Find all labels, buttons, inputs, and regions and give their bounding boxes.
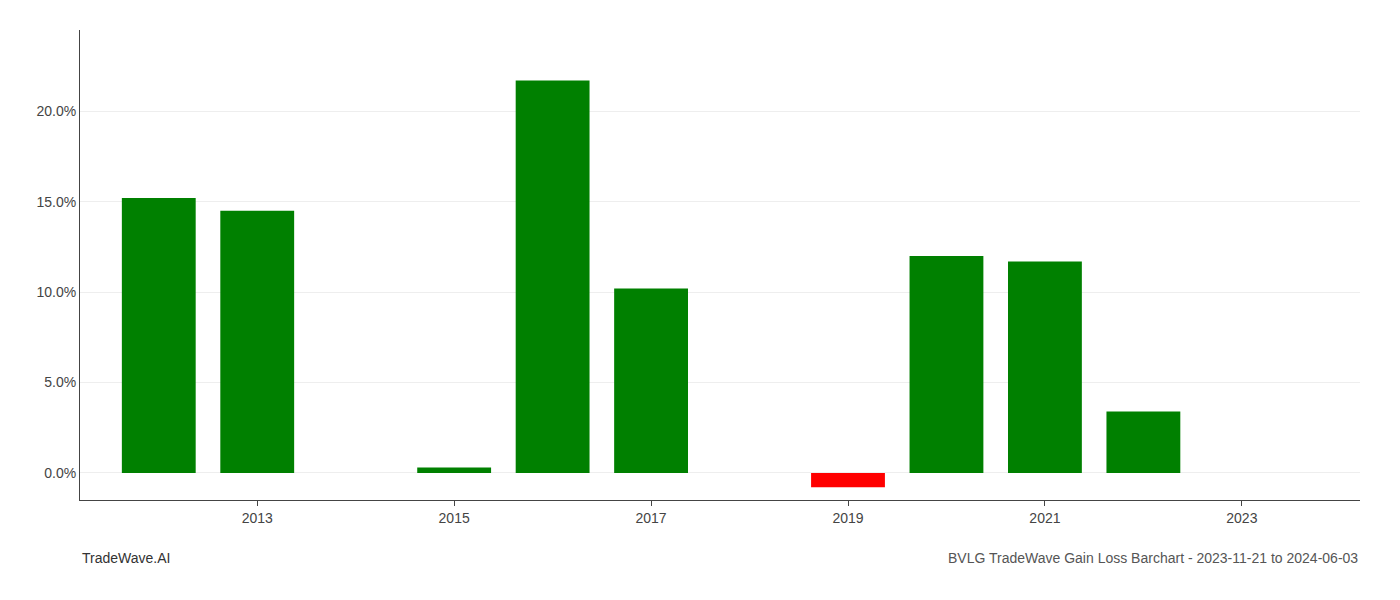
svg-text:2021: 2021 bbox=[1029, 510, 1060, 526]
svg-text:15.0%: 15.0% bbox=[36, 194, 76, 210]
svg-text:0.0%: 0.0% bbox=[44, 465, 76, 481]
svg-text:20.0%: 20.0% bbox=[36, 103, 76, 119]
svg-text:10.0%: 10.0% bbox=[36, 284, 76, 300]
svg-text:5.0%: 5.0% bbox=[44, 374, 76, 390]
svg-text:BVLG TradeWave Gain Loss Barch: BVLG TradeWave Gain Loss Barchart - 2023… bbox=[948, 550, 1358, 566]
svg-text:TradeWave.AI: TradeWave.AI bbox=[82, 550, 170, 566]
svg-text:2017: 2017 bbox=[636, 510, 667, 526]
svg-text:2023: 2023 bbox=[1226, 510, 1257, 526]
svg-text:2019: 2019 bbox=[832, 510, 863, 526]
svg-text:2013: 2013 bbox=[242, 510, 273, 526]
svg-text:2015: 2015 bbox=[439, 510, 470, 526]
